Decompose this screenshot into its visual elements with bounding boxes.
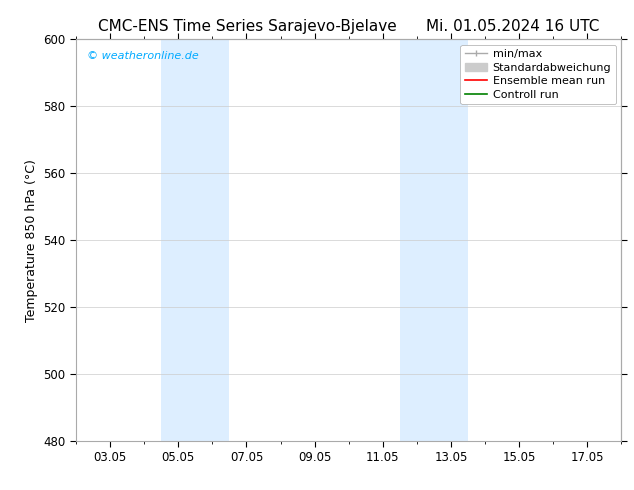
Bar <box>161 39 230 441</box>
Text: © weatheronline.de: © weatheronline.de <box>87 51 198 61</box>
Title: CMC-ENS Time Series Sarajevo-Bjelave      Mi. 01.05.2024 16 UTC: CMC-ENS Time Series Sarajevo-Bjelave Mi.… <box>98 19 599 34</box>
Y-axis label: Temperature 850 hPa (°C): Temperature 850 hPa (°C) <box>25 159 38 321</box>
Bar <box>400 39 468 441</box>
Legend: min/max, Standardabweichung, Ensemble mean run, Controll run: min/max, Standardabweichung, Ensemble me… <box>460 45 616 104</box>
